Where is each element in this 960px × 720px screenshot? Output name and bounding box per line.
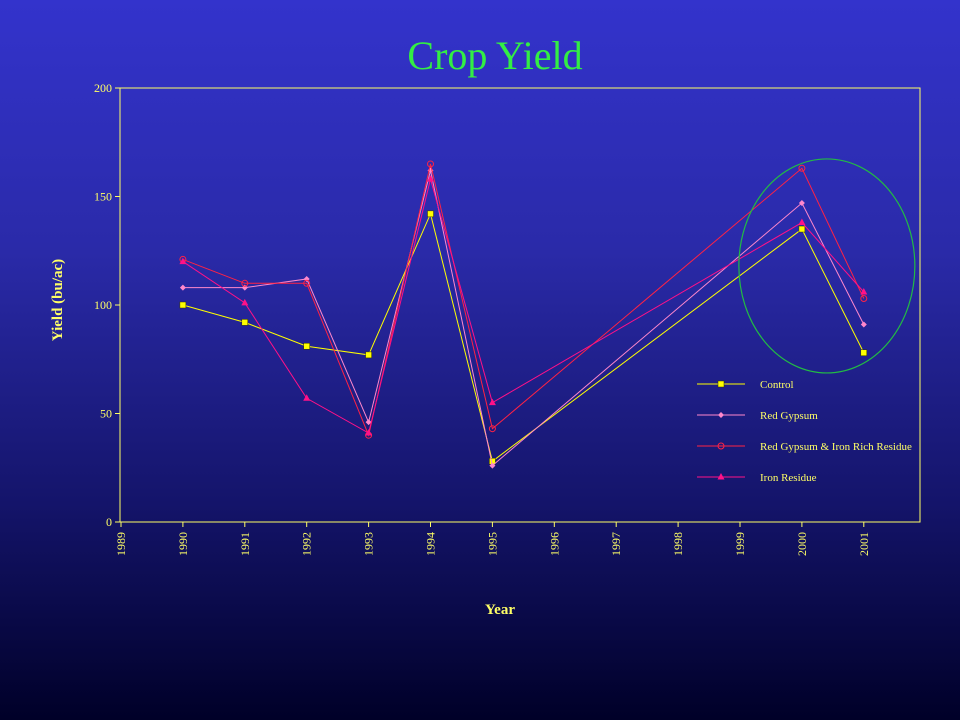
data-point [860, 349, 868, 356]
data-point [427, 175, 434, 182]
y-tick-label: 0 [106, 515, 112, 529]
legend-entry: Red Gypsum [697, 410, 818, 422]
data-point [488, 425, 496, 433]
x-tick-label: 1995 [485, 532, 499, 556]
data-point [427, 210, 434, 218]
highlight-ellipse [738, 158, 916, 374]
legend-entry: Red Gypsum & Iron Rich Residue [697, 441, 912, 453]
data-point [179, 257, 187, 265]
legend-marker [717, 442, 725, 450]
series-control [179, 210, 868, 465]
legend-label: Control [760, 379, 794, 391]
data-point [365, 351, 372, 359]
y-tick-label: 150 [94, 190, 112, 204]
data-point [798, 225, 806, 233]
legend-marker [718, 412, 724, 418]
legend-marker [717, 380, 725, 388]
series-line [182, 170, 865, 467]
data-point [179, 284, 186, 291]
x-tick-label: 2000 [795, 532, 809, 556]
legend-marker [717, 473, 725, 480]
series-line [182, 212, 865, 463]
data-point [241, 279, 249, 287]
x-tick-label: 1992 [300, 532, 314, 556]
data-point [489, 462, 496, 469]
data-point [860, 287, 868, 295]
x-tick-label: 1996 [547, 532, 561, 556]
x-tick-label: 1993 [362, 532, 376, 556]
data-point [241, 319, 249, 326]
data-point [427, 160, 434, 168]
y-tick-label: 50 [100, 407, 112, 421]
data-point [798, 218, 806, 226]
data-point [860, 294, 868, 302]
data-point [365, 419, 372, 426]
data-point [241, 298, 249, 306]
legend-label: Red Gypsum [760, 410, 818, 422]
x-axis-title: Year [485, 602, 515, 618]
legend-entry: Iron Residue [697, 472, 817, 484]
data-point [365, 429, 373, 436]
series-line [182, 163, 865, 437]
x-tick-label: 1999 [733, 532, 747, 556]
data-point [798, 164, 806, 172]
legend-label: Red Gypsum & Iron Rich Residue [760, 441, 912, 453]
x-tick-label: 1994 [424, 532, 438, 556]
slide-title: Crop Yield [407, 33, 583, 78]
data-point [798, 200, 805, 207]
series-iron-residue [179, 175, 868, 436]
legend-entry: Control [697, 379, 794, 391]
y-tick-label: 100 [94, 298, 112, 312]
data-point [488, 398, 496, 406]
plot-frame [119, 87, 921, 523]
x-tick-label: 2001 [857, 532, 871, 556]
series-red-gypsum [179, 167, 867, 469]
y-axis-title: Yield (bu/ac) [50, 259, 66, 341]
data-point [303, 394, 311, 401]
data-point [303, 279, 311, 287]
y-tick-label: 200 [94, 81, 112, 95]
x-tick-label: 1991 [238, 532, 252, 556]
data-point [860, 321, 867, 328]
series-line [182, 177, 865, 434]
x-tick-label: 1998 [671, 532, 685, 556]
x-tick-label: 1997 [609, 532, 623, 556]
legend-label: Iron Residue [760, 472, 817, 484]
data-point [303, 342, 310, 350]
data-point [179, 301, 187, 309]
series-red-gypsum-iron-rich-residue [179, 160, 868, 439]
x-tick-label: 1989 [114, 532, 128, 556]
x-tick-label: 1990 [176, 532, 190, 556]
